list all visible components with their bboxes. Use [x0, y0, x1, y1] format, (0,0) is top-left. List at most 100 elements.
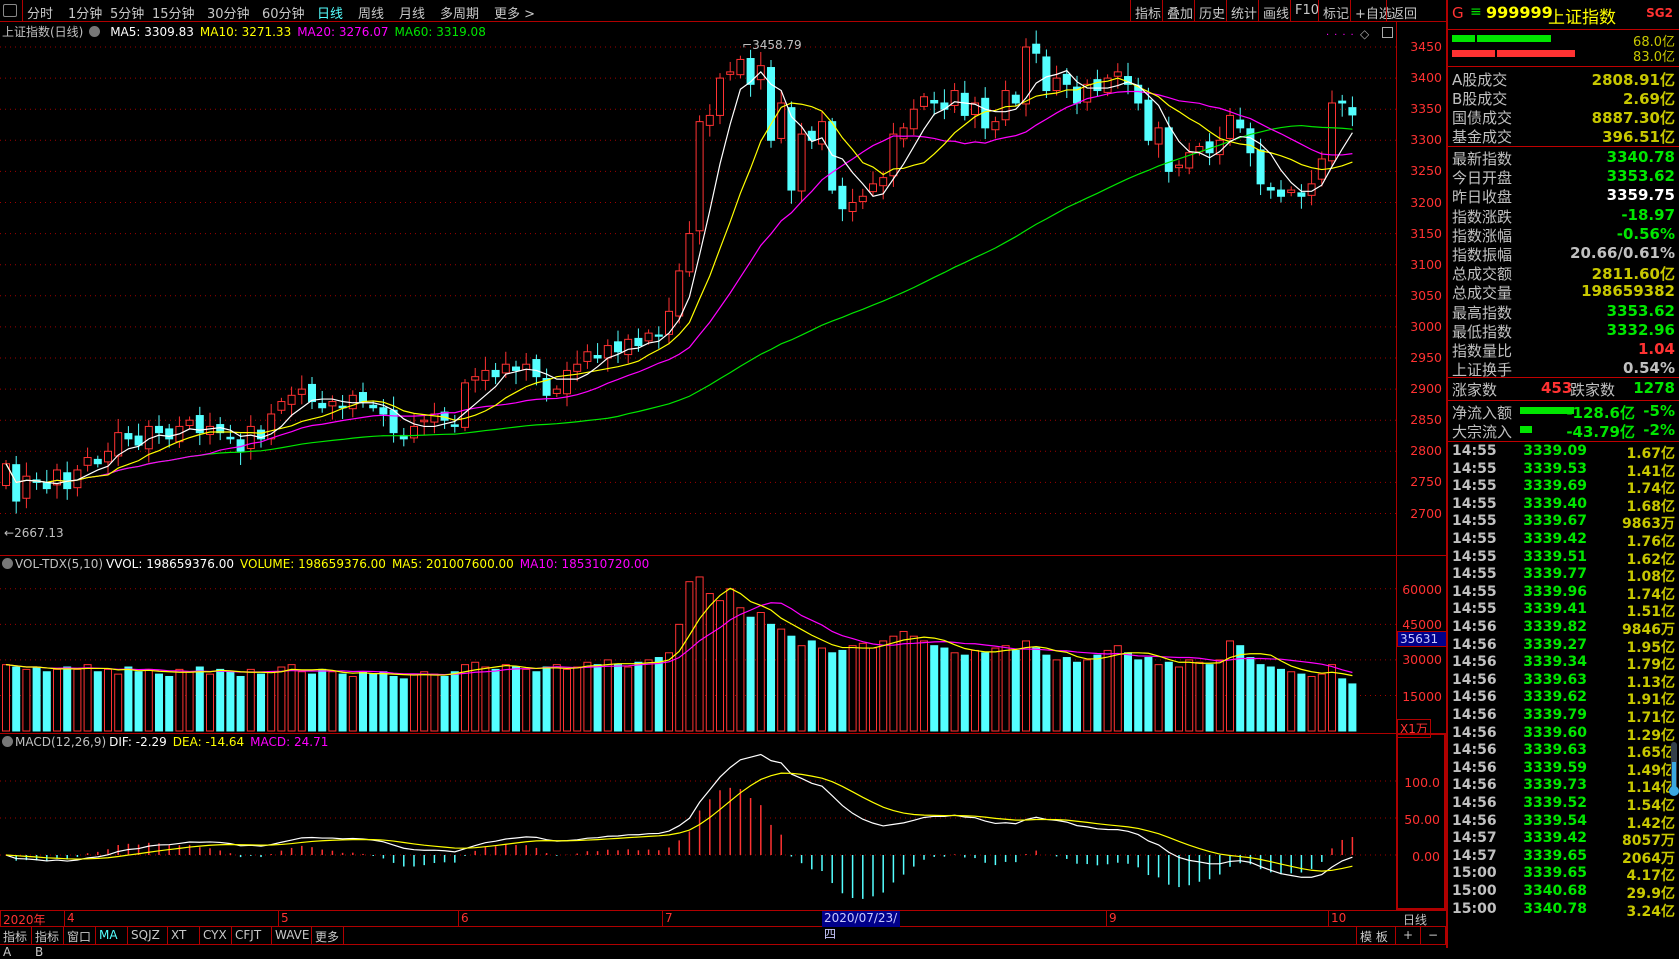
volume-bar — [563, 668, 571, 732]
settings-icon[interactable] — [89, 26, 101, 37]
candle — [1256, 149, 1265, 185]
g-badge: G — [1452, 4, 1464, 22]
indicator-tab[interactable]: WAVE — [272, 927, 312, 944]
volume-bar — [1124, 652, 1132, 732]
tick-scrollbar[interactable] — [1669, 742, 1679, 796]
volume-bar — [53, 668, 61, 732]
candle — [389, 409, 398, 434]
period-tab[interactable]: 月线 — [399, 7, 426, 22]
indicator-tab[interactable]: CFJT — [232, 927, 272, 944]
tick-price: 3339.53 — [1523, 460, 1587, 477]
tick-amount: 1.08亿 — [1626, 569, 1675, 586]
date-tick: 6 — [458, 911, 469, 927]
volume-bar — [685, 581, 694, 732]
toolbar-button[interactable]: 指标 — [1130, 0, 1162, 22]
toolbar-button[interactable]: 统计 — [1226, 0, 1258, 22]
sidebar-toggle-icon[interactable] — [3, 4, 17, 17]
tick-time: 14:56 — [1452, 689, 1497, 706]
zoom-in-button[interactable]: + — [1396, 927, 1421, 944]
indicator-tab[interactable]: 更多 — [312, 927, 344, 944]
candle — [1062, 73, 1071, 85]
candle — [318, 402, 327, 409]
volume-bar — [124, 666, 133, 732]
volume-bar — [920, 640, 928, 732]
tick-price: 3339.40 — [1523, 495, 1587, 512]
indicator-tab[interactable]: 窗口 — [64, 927, 96, 944]
toolbar-button[interactable]: 返回 — [1386, 0, 1417, 22]
tick-row: 14:55 3339.96 1.74亿 — [1452, 584, 1675, 603]
volume-bar — [675, 623, 684, 732]
tick-time: 14:56 — [1452, 742, 1497, 759]
template-button[interactable]: 模 板 — [1356, 927, 1396, 944]
indicator-tab[interactable]: XT — [168, 927, 200, 944]
period-label: 日线 — [1403, 913, 1428, 927]
indicator-tab[interactable]: SQJZ — [128, 927, 168, 944]
flow-percent: -2% — [1643, 421, 1675, 439]
candle — [22, 475, 31, 499]
period-tab[interactable]: 1分钟 — [68, 7, 103, 22]
period-tab[interactable]: 多周期 — [440, 7, 480, 22]
period-tab[interactable]: 周线 — [358, 7, 385, 22]
volume-bar — [410, 673, 418, 732]
period-tab[interactable]: 分时 — [27, 7, 54, 22]
period-tab[interactable]: 30分钟 — [207, 7, 250, 22]
candle — [858, 195, 867, 203]
candle — [93, 458, 102, 465]
period-tab[interactable]: 更多 > — [494, 7, 536, 22]
row-value: 0.54% — [1622, 359, 1675, 378]
indicator-tab[interactable]: 指标A — [0, 927, 32, 959]
divider — [22, 0, 23, 22]
price-tick: 2700 — [1410, 505, 1442, 521]
tick-row: 14:56 3339.63 1.13亿 — [1452, 672, 1675, 691]
settings-icon[interactable] — [2, 736, 13, 747]
tick-row: 14:57 3339.65 2064万 — [1452, 848, 1675, 867]
zoom-out-button[interactable]: − — [1421, 927, 1446, 944]
volume-bar — [12, 666, 21, 732]
panel-toggle-icon[interactable] — [1382, 27, 1393, 38]
volume-bar — [1175, 666, 1183, 732]
volume-bar — [318, 668, 327, 732]
candle — [1287, 189, 1296, 194]
candle — [379, 407, 388, 415]
kline-chart[interactable] — [0, 0, 1396, 910]
indicator-tab[interactable]: MA — [96, 927, 128, 944]
candle — [838, 185, 847, 210]
period-tab[interactable]: 15分钟 — [152, 7, 195, 22]
volume-ma5-line — [5, 587, 1353, 677]
candle — [777, 102, 786, 139]
indicator-tab[interactable]: 指标B — [32, 927, 64, 959]
volume-bar — [1348, 683, 1357, 732]
diamond-icon[interactable]: ◇ — [1360, 27, 1370, 41]
toolbar-button[interactable]: +自选 — [1350, 0, 1392, 22]
tick-price: 3339.09 — [1523, 443, 1587, 459]
candle — [420, 419, 429, 423]
volume-bar — [838, 649, 847, 732]
date-tick: 7 — [662, 911, 673, 927]
toolbar-button[interactable]: F10 — [1290, 0, 1319, 22]
period-tab[interactable]: 日线 — [317, 7, 344, 22]
tick-amount: 4.17亿 — [1626, 868, 1675, 885]
toolbar-button[interactable]: 历史 — [1194, 0, 1226, 22]
candle — [410, 425, 418, 439]
tick-price: 3339.67 — [1523, 513, 1587, 530]
volume-bar — [399, 678, 408, 732]
sg2-badge: SG2 — [1646, 6, 1673, 20]
toolbar-button[interactable]: 画线 — [1258, 0, 1290, 22]
indicator-tab[interactable]: CYX — [200, 927, 232, 944]
candle — [1338, 100, 1347, 104]
stat-row: 昨日收盘 3359.75 — [1452, 186, 1675, 206]
menu-icon[interactable]: ≡ — [1470, 4, 1482, 20]
period-tab[interactable]: 5分钟 — [110, 7, 145, 22]
settings-icon[interactable] — [2, 558, 13, 569]
row-label: 指数涨幅 — [1452, 226, 1513, 245]
tick-time: 14:56 — [1452, 636, 1497, 653]
tick-time: 14:56 — [1452, 795, 1497, 811]
toolbar-button[interactable]: 标记 — [1318, 0, 1350, 22]
toolbar-button[interactable]: 叠加 — [1162, 0, 1194, 22]
period-tab[interactable]: 60分钟 — [262, 7, 305, 22]
candle — [155, 425, 163, 434]
tick-row: 14:56 3339.63 1.65亿 — [1452, 742, 1675, 761]
volume-bar — [818, 647, 826, 732]
flow-percent: -5% — [1643, 402, 1675, 420]
candle — [869, 183, 877, 193]
